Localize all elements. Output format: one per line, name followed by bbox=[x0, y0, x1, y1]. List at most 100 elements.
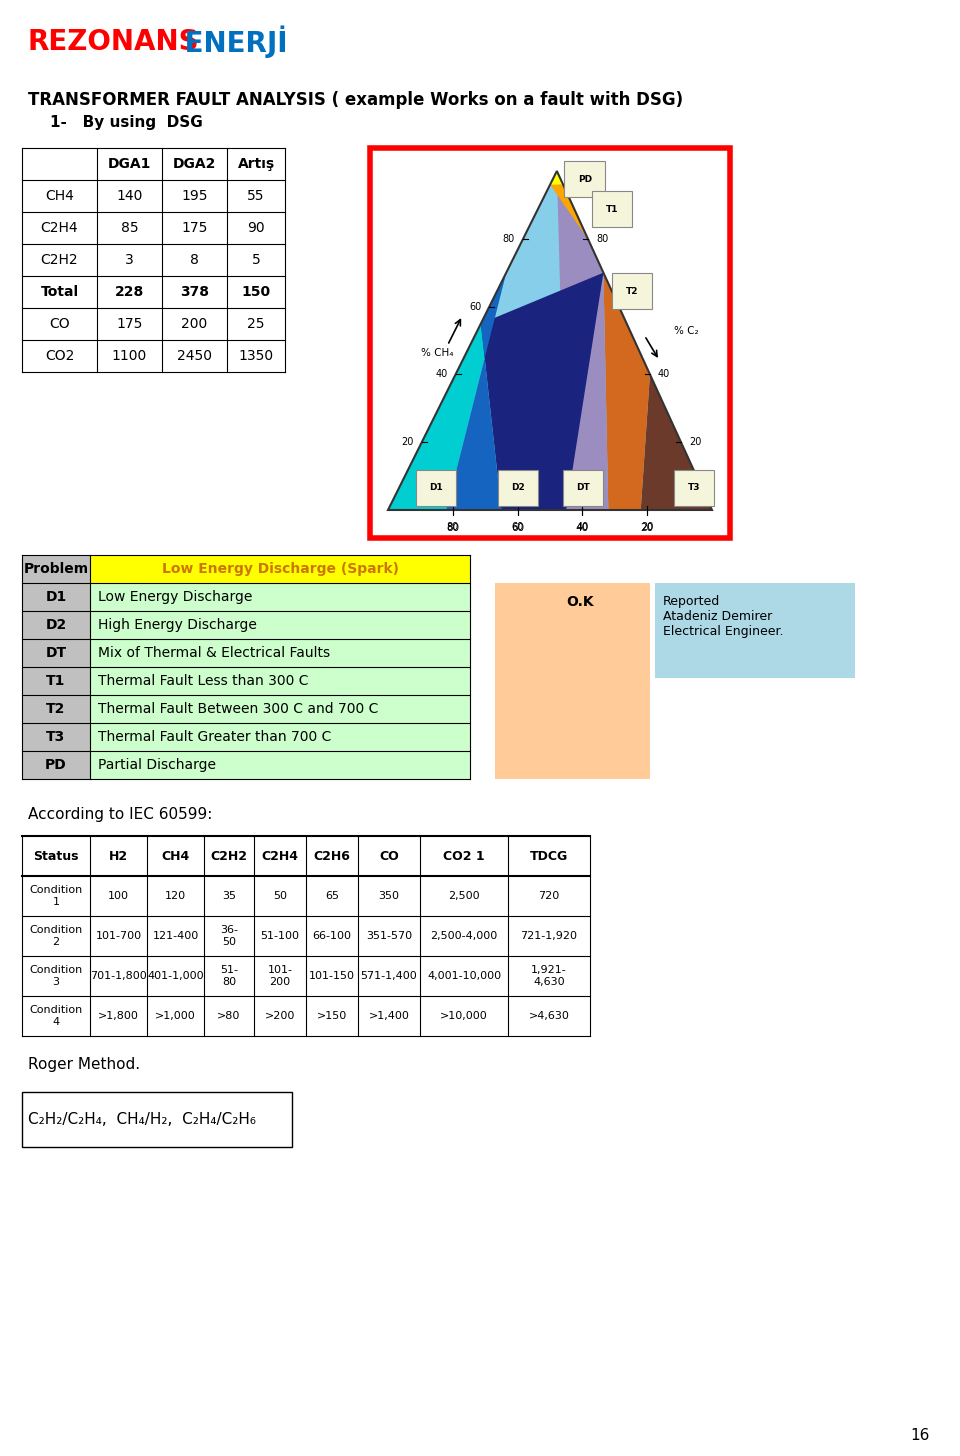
Text: CO2: CO2 bbox=[45, 349, 74, 363]
Bar bbox=[22, 667, 90, 695]
Bar bbox=[374, 151, 726, 534]
Bar bbox=[22, 555, 90, 582]
Bar bbox=[22, 751, 90, 779]
Text: T3: T3 bbox=[687, 483, 700, 492]
Text: Artış: Artış bbox=[237, 157, 275, 170]
Text: 55: 55 bbox=[248, 189, 265, 202]
Text: 80: 80 bbox=[446, 523, 460, 533]
Text: 101-
200: 101- 200 bbox=[268, 965, 293, 987]
Text: 80: 80 bbox=[596, 234, 608, 243]
Text: 40: 40 bbox=[576, 523, 589, 533]
Text: 2450: 2450 bbox=[177, 349, 212, 363]
Bar bbox=[90, 751, 470, 779]
Text: Roger Method.: Roger Method. bbox=[28, 1057, 140, 1072]
Text: 60: 60 bbox=[469, 301, 481, 312]
Text: DGA1: DGA1 bbox=[108, 157, 151, 170]
Text: 25: 25 bbox=[248, 317, 265, 331]
Text: 60: 60 bbox=[512, 523, 524, 531]
Text: 3: 3 bbox=[125, 253, 133, 266]
Text: 175: 175 bbox=[116, 317, 143, 331]
Text: 40: 40 bbox=[658, 370, 670, 380]
Text: D2: D2 bbox=[511, 483, 525, 492]
Text: 101-700: 101-700 bbox=[95, 930, 141, 941]
Text: 1,921-
4,630: 1,921- 4,630 bbox=[531, 965, 566, 987]
Text: C2H4: C2H4 bbox=[40, 221, 79, 234]
Text: 60: 60 bbox=[511, 523, 524, 533]
Text: Status: Status bbox=[34, 849, 79, 862]
Bar bbox=[22, 1092, 292, 1147]
Text: 16: 16 bbox=[911, 1427, 930, 1443]
Text: T1: T1 bbox=[46, 674, 65, 689]
Bar bbox=[90, 639, 470, 667]
Text: C2H2: C2H2 bbox=[210, 849, 248, 862]
Text: 65: 65 bbox=[325, 891, 339, 901]
Text: H2: H2 bbox=[108, 849, 128, 862]
Text: C2H4: C2H4 bbox=[261, 849, 299, 862]
Text: 20: 20 bbox=[401, 437, 414, 447]
Text: 80: 80 bbox=[503, 234, 516, 243]
Text: CO: CO bbox=[379, 849, 398, 862]
Text: >80: >80 bbox=[217, 1010, 241, 1021]
Text: DT: DT bbox=[576, 483, 589, 492]
Text: T2: T2 bbox=[46, 702, 65, 716]
Polygon shape bbox=[388, 170, 557, 510]
Text: 8: 8 bbox=[190, 253, 199, 266]
Text: CO: CO bbox=[49, 317, 70, 331]
Text: PD: PD bbox=[578, 175, 592, 183]
Bar bbox=[90, 724, 470, 751]
Text: Thermal Fault Less than 300 C: Thermal Fault Less than 300 C bbox=[98, 674, 308, 689]
Text: 571-1,400: 571-1,400 bbox=[361, 971, 418, 981]
Text: 20: 20 bbox=[641, 523, 654, 531]
Bar bbox=[370, 149, 730, 539]
Text: ENERJİ: ENERJİ bbox=[175, 26, 287, 58]
Text: 401-1,000: 401-1,000 bbox=[147, 971, 204, 981]
Bar bbox=[90, 695, 470, 724]
Text: >4,630: >4,630 bbox=[529, 1010, 569, 1021]
Polygon shape bbox=[604, 272, 650, 510]
Text: CH4: CH4 bbox=[161, 849, 190, 862]
Text: Low Energy Discharge (Spark): Low Energy Discharge (Spark) bbox=[161, 562, 398, 577]
Bar bbox=[22, 695, 90, 724]
Text: REZONANS: REZONANS bbox=[28, 28, 200, 55]
Text: 2,500-4,000: 2,500-4,000 bbox=[430, 930, 497, 941]
Text: DT: DT bbox=[45, 646, 66, 660]
Text: 60: 60 bbox=[627, 301, 639, 312]
Bar bbox=[22, 582, 90, 612]
Text: 720: 720 bbox=[539, 891, 560, 901]
Text: D1: D1 bbox=[429, 483, 443, 492]
Bar bbox=[22, 612, 90, 639]
Text: 100: 100 bbox=[108, 891, 129, 901]
Text: 378: 378 bbox=[180, 285, 209, 298]
Polygon shape bbox=[640, 374, 712, 510]
Polygon shape bbox=[550, 185, 588, 239]
Text: 51-
80: 51- 80 bbox=[220, 965, 238, 987]
Text: T3: T3 bbox=[46, 729, 65, 744]
Polygon shape bbox=[446, 272, 506, 510]
Text: 101-150: 101-150 bbox=[309, 971, 355, 981]
Text: 200: 200 bbox=[181, 317, 207, 331]
Bar bbox=[90, 582, 470, 612]
Text: 350: 350 bbox=[378, 891, 399, 901]
Text: 1100: 1100 bbox=[112, 349, 147, 363]
Text: >1,800: >1,800 bbox=[98, 1010, 139, 1021]
Text: 85: 85 bbox=[121, 221, 138, 234]
Text: T2: T2 bbox=[626, 287, 638, 296]
Text: 40: 40 bbox=[576, 523, 588, 531]
Text: 35: 35 bbox=[222, 891, 236, 901]
Text: PD: PD bbox=[45, 759, 67, 772]
Text: 175: 175 bbox=[181, 221, 207, 234]
Text: Condition
2: Condition 2 bbox=[30, 925, 83, 946]
Text: Thermal Fault Greater than 700 C: Thermal Fault Greater than 700 C bbox=[98, 729, 331, 744]
Text: >10,000: >10,000 bbox=[440, 1010, 488, 1021]
Text: Thermal Fault Between 300 C and 700 C: Thermal Fault Between 300 C and 700 C bbox=[98, 702, 378, 716]
Text: >150: >150 bbox=[317, 1010, 348, 1021]
Text: Condition
1: Condition 1 bbox=[30, 885, 83, 907]
Text: 1350: 1350 bbox=[238, 349, 274, 363]
Text: High Energy Discharge: High Energy Discharge bbox=[98, 617, 257, 632]
Text: 1-   By using  DSG: 1- By using DSG bbox=[50, 115, 203, 130]
Text: Reported
Atadeniz Demirer
Electrical Engineer.: Reported Atadeniz Demirer Electrical Eng… bbox=[663, 596, 783, 638]
Text: 228: 228 bbox=[115, 285, 144, 298]
Text: 5: 5 bbox=[252, 253, 260, 266]
Text: 50: 50 bbox=[273, 891, 287, 901]
Text: % C₂: % C₂ bbox=[675, 326, 699, 335]
